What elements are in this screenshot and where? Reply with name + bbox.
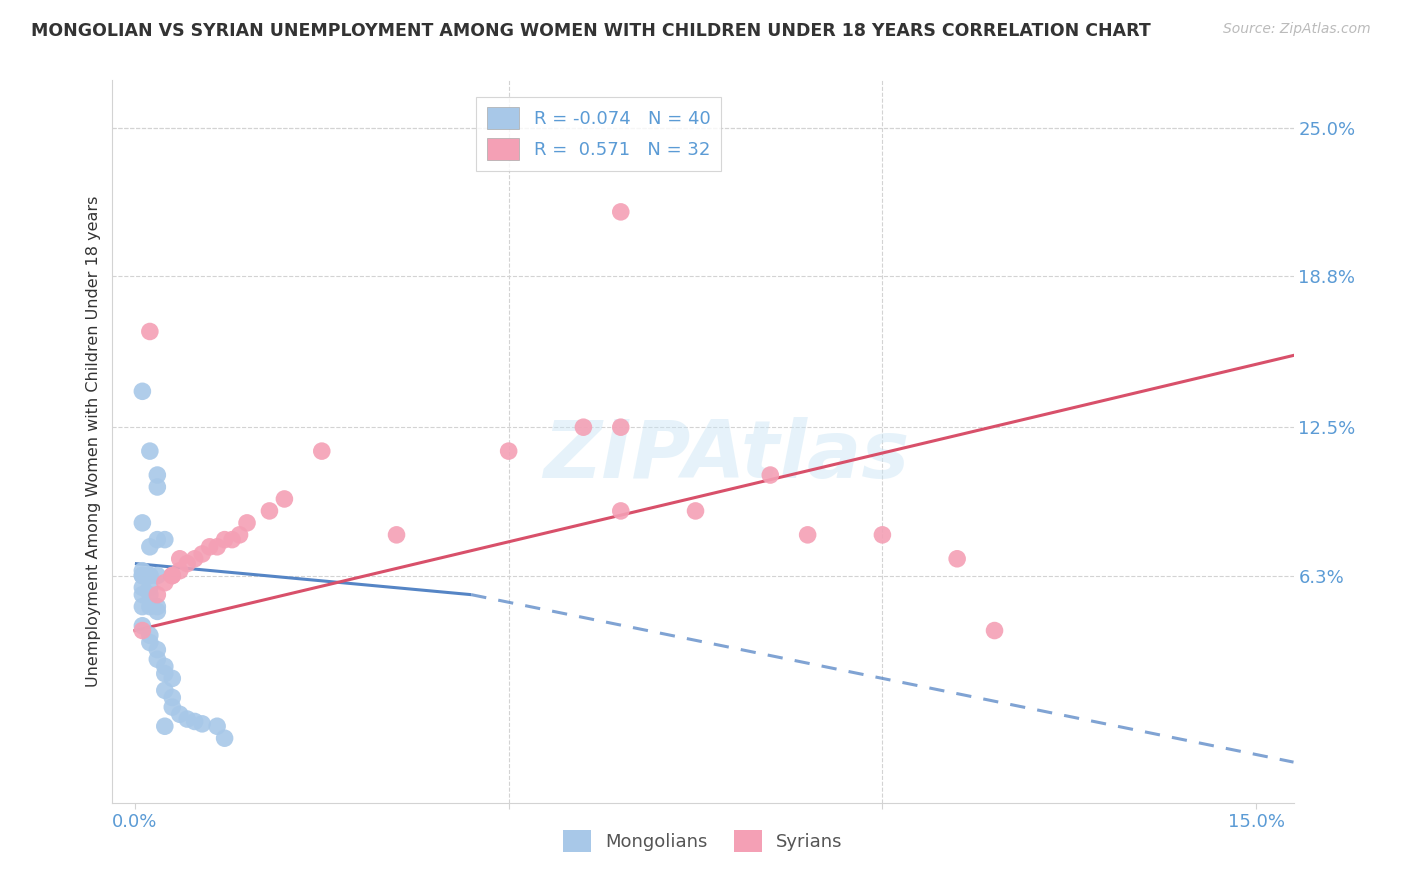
- Point: [139, 635, 162, 649]
- Point: [139, 599, 162, 614]
- Point: [311, 444, 333, 458]
- Point: [385, 528, 408, 542]
- Point: [162, 568, 184, 582]
- Point: [198, 540, 221, 554]
- Point: [146, 588, 169, 602]
- Point: [131, 568, 153, 582]
- Y-axis label: Unemployment Among Women with Children Under 18 years: Unemployment Among Women with Children U…: [86, 196, 101, 687]
- Point: [946, 551, 969, 566]
- Point: [162, 690, 184, 705]
- Point: [162, 568, 184, 582]
- Point: [205, 540, 228, 554]
- Point: [131, 384, 153, 399]
- Point: [162, 700, 184, 714]
- Point: [221, 533, 243, 547]
- Text: MONGOLIAN VS SYRIAN UNEMPLOYMENT AMONG WOMEN WITH CHILDREN UNDER 18 YEARS CORREL: MONGOLIAN VS SYRIAN UNEMPLOYMENT AMONG W…: [31, 22, 1150, 40]
- Point: [139, 568, 162, 582]
- Point: [146, 480, 169, 494]
- Point: [139, 588, 162, 602]
- Point: [131, 599, 153, 614]
- Point: [131, 619, 153, 633]
- Point: [228, 528, 250, 542]
- Point: [153, 719, 176, 733]
- Point: [153, 683, 176, 698]
- Legend: Mongolians, Syrians: Mongolians, Syrians: [557, 822, 849, 859]
- Point: [153, 533, 176, 547]
- Point: [176, 712, 198, 726]
- Point: [139, 325, 162, 339]
- Point: [146, 642, 169, 657]
- Point: [498, 444, 520, 458]
- Point: [131, 568, 153, 582]
- Point: [146, 568, 169, 582]
- Point: [191, 716, 214, 731]
- Point: [139, 628, 162, 642]
- Point: [131, 588, 153, 602]
- Point: [146, 533, 169, 547]
- Point: [183, 551, 205, 566]
- Point: [610, 205, 633, 219]
- Point: [153, 666, 176, 681]
- Point: [153, 659, 176, 673]
- Point: [214, 533, 236, 547]
- Point: [176, 557, 198, 571]
- Point: [146, 652, 169, 666]
- Point: [872, 528, 894, 542]
- Point: [610, 420, 633, 434]
- Point: [983, 624, 1005, 638]
- Point: [796, 528, 818, 542]
- Point: [169, 707, 191, 722]
- Text: Source: ZipAtlas.com: Source: ZipAtlas.com: [1223, 22, 1371, 37]
- Point: [236, 516, 259, 530]
- Point: [146, 599, 169, 614]
- Point: [273, 491, 295, 506]
- Point: [131, 581, 153, 595]
- Point: [183, 714, 205, 729]
- Point: [131, 564, 153, 578]
- Point: [169, 551, 191, 566]
- Point: [759, 468, 782, 483]
- Point: [191, 547, 214, 561]
- Point: [139, 568, 162, 582]
- Point: [146, 468, 169, 483]
- Point: [610, 504, 633, 518]
- Point: [259, 504, 281, 518]
- Point: [162, 672, 184, 686]
- Text: ZIPAtlas: ZIPAtlas: [544, 417, 910, 495]
- Point: [214, 731, 236, 746]
- Point: [131, 624, 153, 638]
- Point: [685, 504, 707, 518]
- Point: [131, 516, 153, 530]
- Point: [205, 719, 228, 733]
- Point: [139, 540, 162, 554]
- Point: [146, 604, 169, 618]
- Point: [153, 575, 176, 590]
- Point: [139, 444, 162, 458]
- Point: [572, 420, 595, 434]
- Point: [139, 581, 162, 595]
- Point: [169, 564, 191, 578]
